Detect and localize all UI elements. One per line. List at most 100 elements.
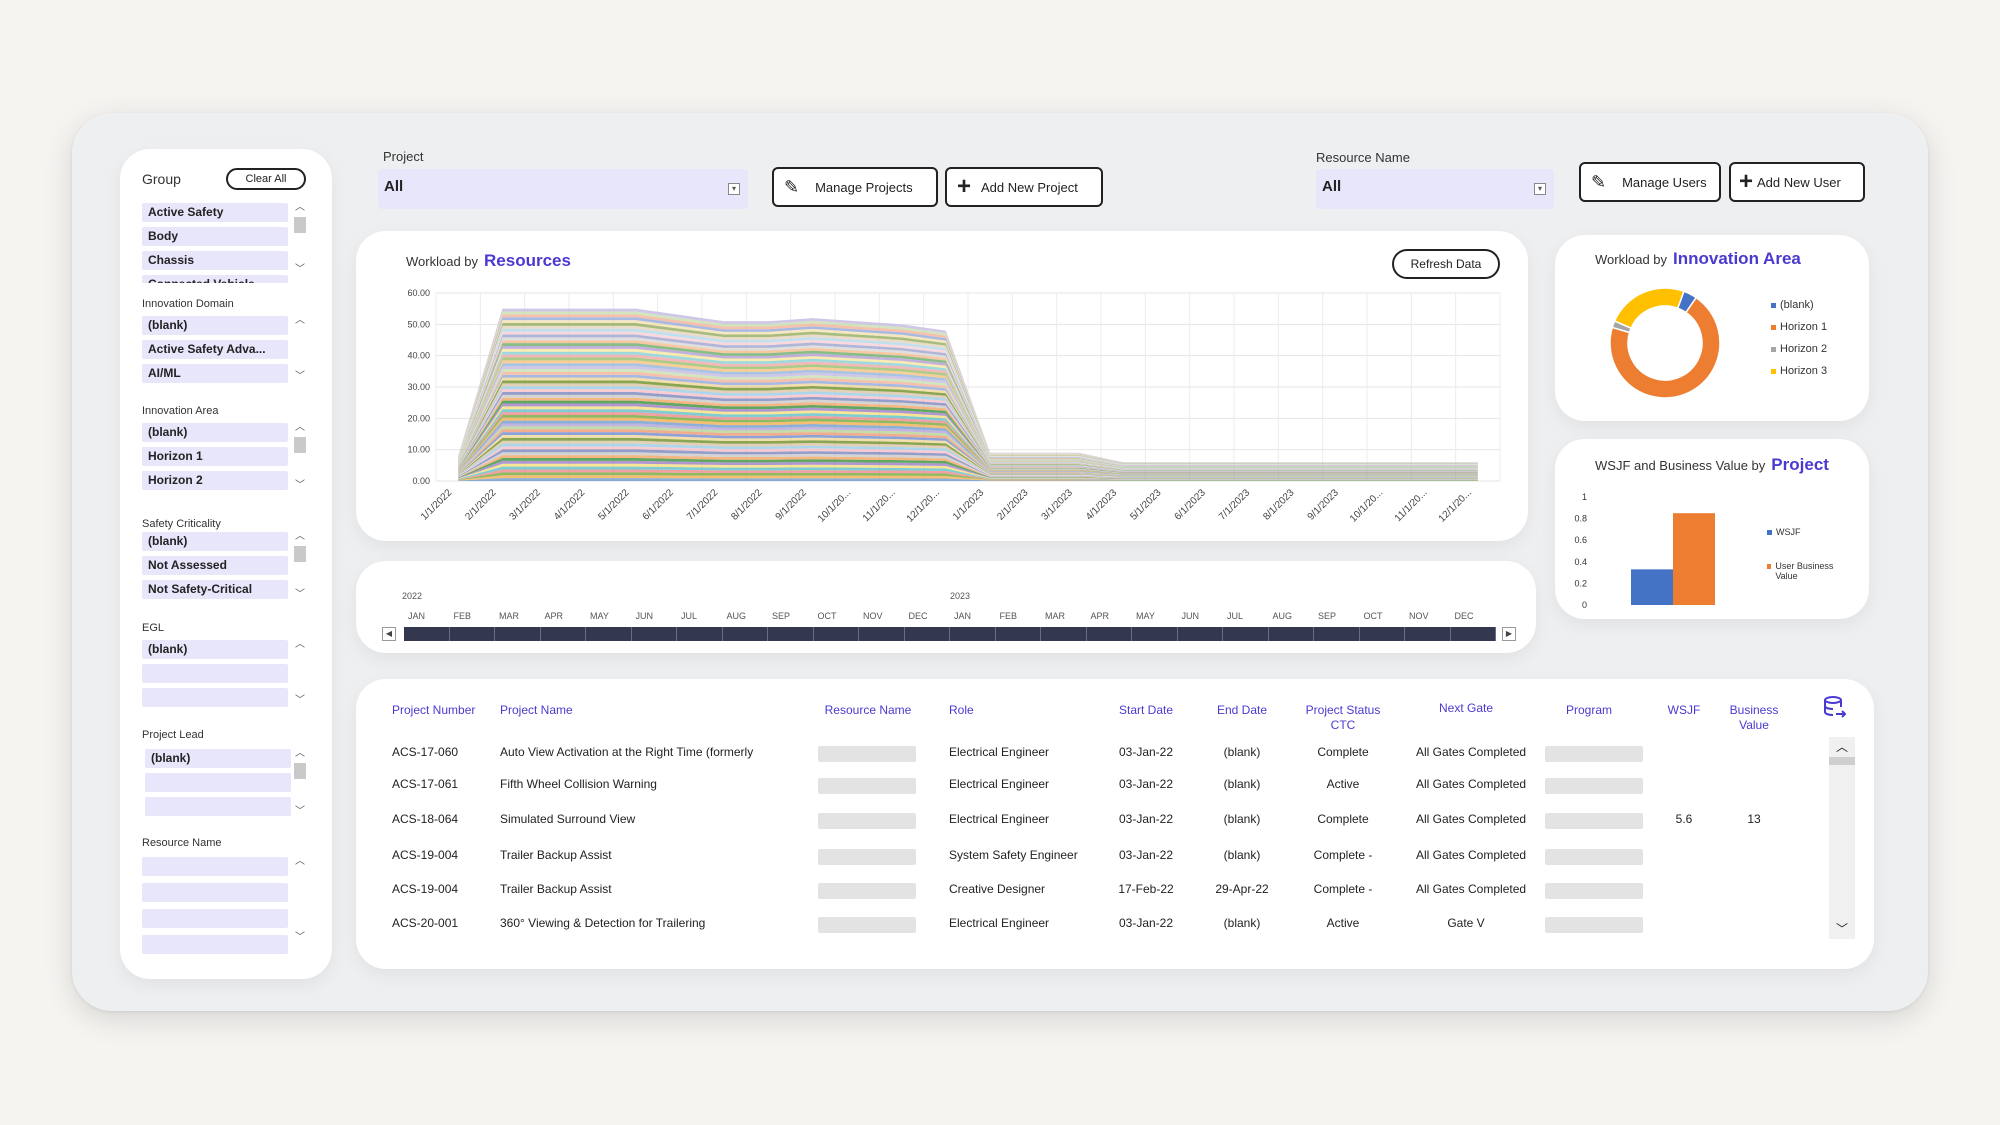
timeline-slider[interactable] [404, 627, 1496, 641]
chevron-up-icon[interactable]: ︿ [1835, 740, 1848, 754]
redacted-cell [818, 778, 916, 794]
clear-all-button[interactable]: Clear All [226, 168, 306, 190]
timeline-month-cell[interactable] [495, 627, 541, 641]
slicer-item[interactable] [145, 773, 291, 792]
chevron-up-icon[interactable]: ︿ [295, 531, 305, 542]
chevron-down-icon[interactable]: ﹀ [295, 371, 305, 382]
slicer-item[interactable]: (blank) [142, 316, 288, 335]
slicer-scrollbar[interactable]: ︿ ﹀ [294, 532, 306, 602]
slicer-item[interactable]: (blank) [142, 532, 288, 551]
slicer-item[interactable] [142, 883, 288, 902]
slicer-scrollbar[interactable]: ︿ ﹀ [294, 316, 306, 384]
col-header-end-date[interactable]: End Date [1216, 703, 1268, 717]
chevron-up-icon[interactable]: ︿ [295, 315, 305, 326]
timeline-month-cell[interactable] [814, 627, 859, 641]
slicer-scrollbar[interactable]: ︿ ﹀ [294, 423, 306, 493]
chevron-up-icon[interactable]: ︿ [295, 422, 305, 433]
slicer-item[interactable] [145, 797, 291, 816]
col-header-program[interactable]: Program [1565, 703, 1612, 717]
chevron-down-icon[interactable]: ﹀ [295, 589, 305, 600]
timeline-month-cell[interactable] [1132, 627, 1178, 641]
col-header-project-name[interactable]: Project Name [500, 703, 573, 717]
timeline-month-cell[interactable] [1405, 627, 1451, 641]
chevron-down-icon[interactable]: ﹀ [295, 806, 305, 817]
table-scrollbar[interactable]: ︿ ﹀ [1829, 737, 1855, 939]
slicer-item[interactable]: Horizon 2 [142, 471, 288, 490]
x-tick-label: 3/1/2022 [508, 487, 544, 523]
slicer-item[interactable]: AI/ML [142, 364, 288, 383]
slicer-item[interactable]: Chassis [142, 251, 288, 270]
col-header-project-status[interactable]: Project Status CTC [1305, 703, 1381, 732]
chevron-down-icon[interactable]: ﹀ [295, 932, 305, 943]
timeline-month-cell[interactable] [1314, 627, 1360, 641]
col-header-resource-name[interactable]: Resource Name [824, 703, 912, 717]
timeline-month-cell[interactable] [450, 627, 495, 641]
timeline-month-cell[interactable] [950, 627, 996, 641]
x-tick-label: 11/1/20... [861, 487, 898, 524]
chevron-up-icon[interactable]: ︿ [295, 639, 305, 650]
timeline-month-cell[interactable] [404, 627, 450, 641]
slicer-item[interactable] [142, 664, 288, 683]
slicer-item[interactable]: Body [142, 227, 288, 246]
chevron-up-icon[interactable]: ︿ [295, 203, 305, 213]
timeline-month-cell[interactable] [586, 627, 632, 641]
chevron-up-icon[interactable]: ︿ [295, 856, 305, 867]
manage-projects-button[interactable]: ✎ Manage Projects [772, 167, 938, 207]
add-user-button[interactable]: + Add New User [1729, 162, 1865, 202]
timeline-month-cell[interactable] [1269, 627, 1314, 641]
slicer-item[interactable]: Active Safety [142, 203, 288, 222]
timeline-month-cell[interactable] [677, 627, 723, 641]
project-dropdown[interactable]: All ▾ [378, 169, 748, 209]
slicer-scrollbar[interactable]: ︿ ﹀ [294, 640, 306, 708]
timeline-month-cell[interactable] [1360, 627, 1405, 641]
chevron-down-icon[interactable]: ▾ [1534, 183, 1546, 195]
timeline-month-cell[interactable] [723, 627, 768, 641]
timeline-month-cell[interactable] [905, 627, 950, 641]
timeline-month-cell[interactable] [1087, 627, 1132, 641]
slicer-item[interactable]: (blank) [142, 640, 288, 659]
col-header-start-date[interactable]: Start Date [1118, 703, 1174, 717]
timeline-card: 2022 2023 JAN FEB MAR APR MAY JUN JUL AUG SEP OCT… [356, 561, 1536, 653]
slicer-item[interactable] [142, 857, 288, 876]
timeline-month-cell[interactable] [768, 627, 814, 641]
refresh-data-button[interactable]: Refresh Data [1392, 249, 1500, 279]
slicer-item[interactable]: (blank) [142, 423, 288, 442]
slicer-scrollbar[interactable]: ︿ ﹀ [294, 749, 306, 819]
chevron-down-icon[interactable]: ▾ [728, 183, 740, 195]
chevron-down-icon[interactable]: ﹀ [295, 695, 305, 706]
slicer-item[interactable]: Not Safety-Critical [142, 580, 288, 599]
slicer-item[interactable]: Horizon 1 [142, 447, 288, 466]
slicer-item[interactable]: Active Safety Adva... [142, 340, 288, 359]
slicer-item[interactable] [142, 935, 288, 954]
add-project-button[interactable]: + Add New Project [945, 167, 1103, 207]
timeline-month-cell[interactable] [859, 627, 905, 641]
timeline-month-cell[interactable] [1223, 627, 1269, 641]
resource-dropdown[interactable]: All ▾ [1316, 169, 1554, 209]
slicer-item[interactable]: (blank) [145, 749, 291, 768]
col-header-role[interactable]: Role [949, 703, 974, 717]
timeline-month-cell[interactable] [1451, 627, 1496, 641]
slicer-item[interactable] [142, 688, 288, 707]
timeline-prev[interactable]: ◀ [382, 627, 396, 641]
chevron-down-icon[interactable]: ﹀ [295, 480, 305, 491]
slicer-scrollbar[interactable]: ︿ ﹀ [294, 857, 306, 945]
slicer-item[interactable]: Not Assessed [142, 556, 288, 575]
timeline-next[interactable]: ▶ [1502, 627, 1516, 641]
slicer-scrollbar[interactable]: ︿ ﹀ [294, 203, 306, 277]
timeline-month-cell[interactable] [632, 627, 677, 641]
col-header-wsjf[interactable]: WSJF [1667, 703, 1701, 717]
timeline-month-cell[interactable] [996, 627, 1041, 641]
chevron-down-icon[interactable]: ﹀ [1835, 922, 1848, 936]
timeline-month-cell[interactable] [1178, 627, 1223, 641]
chevron-up-icon[interactable]: ︿ [295, 748, 305, 759]
chevron-down-icon[interactable]: ﹀ [295, 264, 305, 275]
slicer-item[interactable]: Connected Vehicle [142, 275, 288, 283]
timeline-month-cell[interactable] [1041, 627, 1087, 641]
timeline-month-cell[interactable] [541, 627, 586, 641]
col-header-next-gate[interactable]: Next Gate [1438, 701, 1494, 715]
col-header-business-value[interactable]: Business Value [1729, 703, 1779, 732]
col-header-project-number[interactable]: Project Number [392, 703, 476, 717]
slicer-item[interactable] [142, 909, 288, 928]
database-export-icon[interactable] [1822, 695, 1848, 721]
manage-users-button[interactable]: ✎ Manage Users [1579, 162, 1721, 202]
